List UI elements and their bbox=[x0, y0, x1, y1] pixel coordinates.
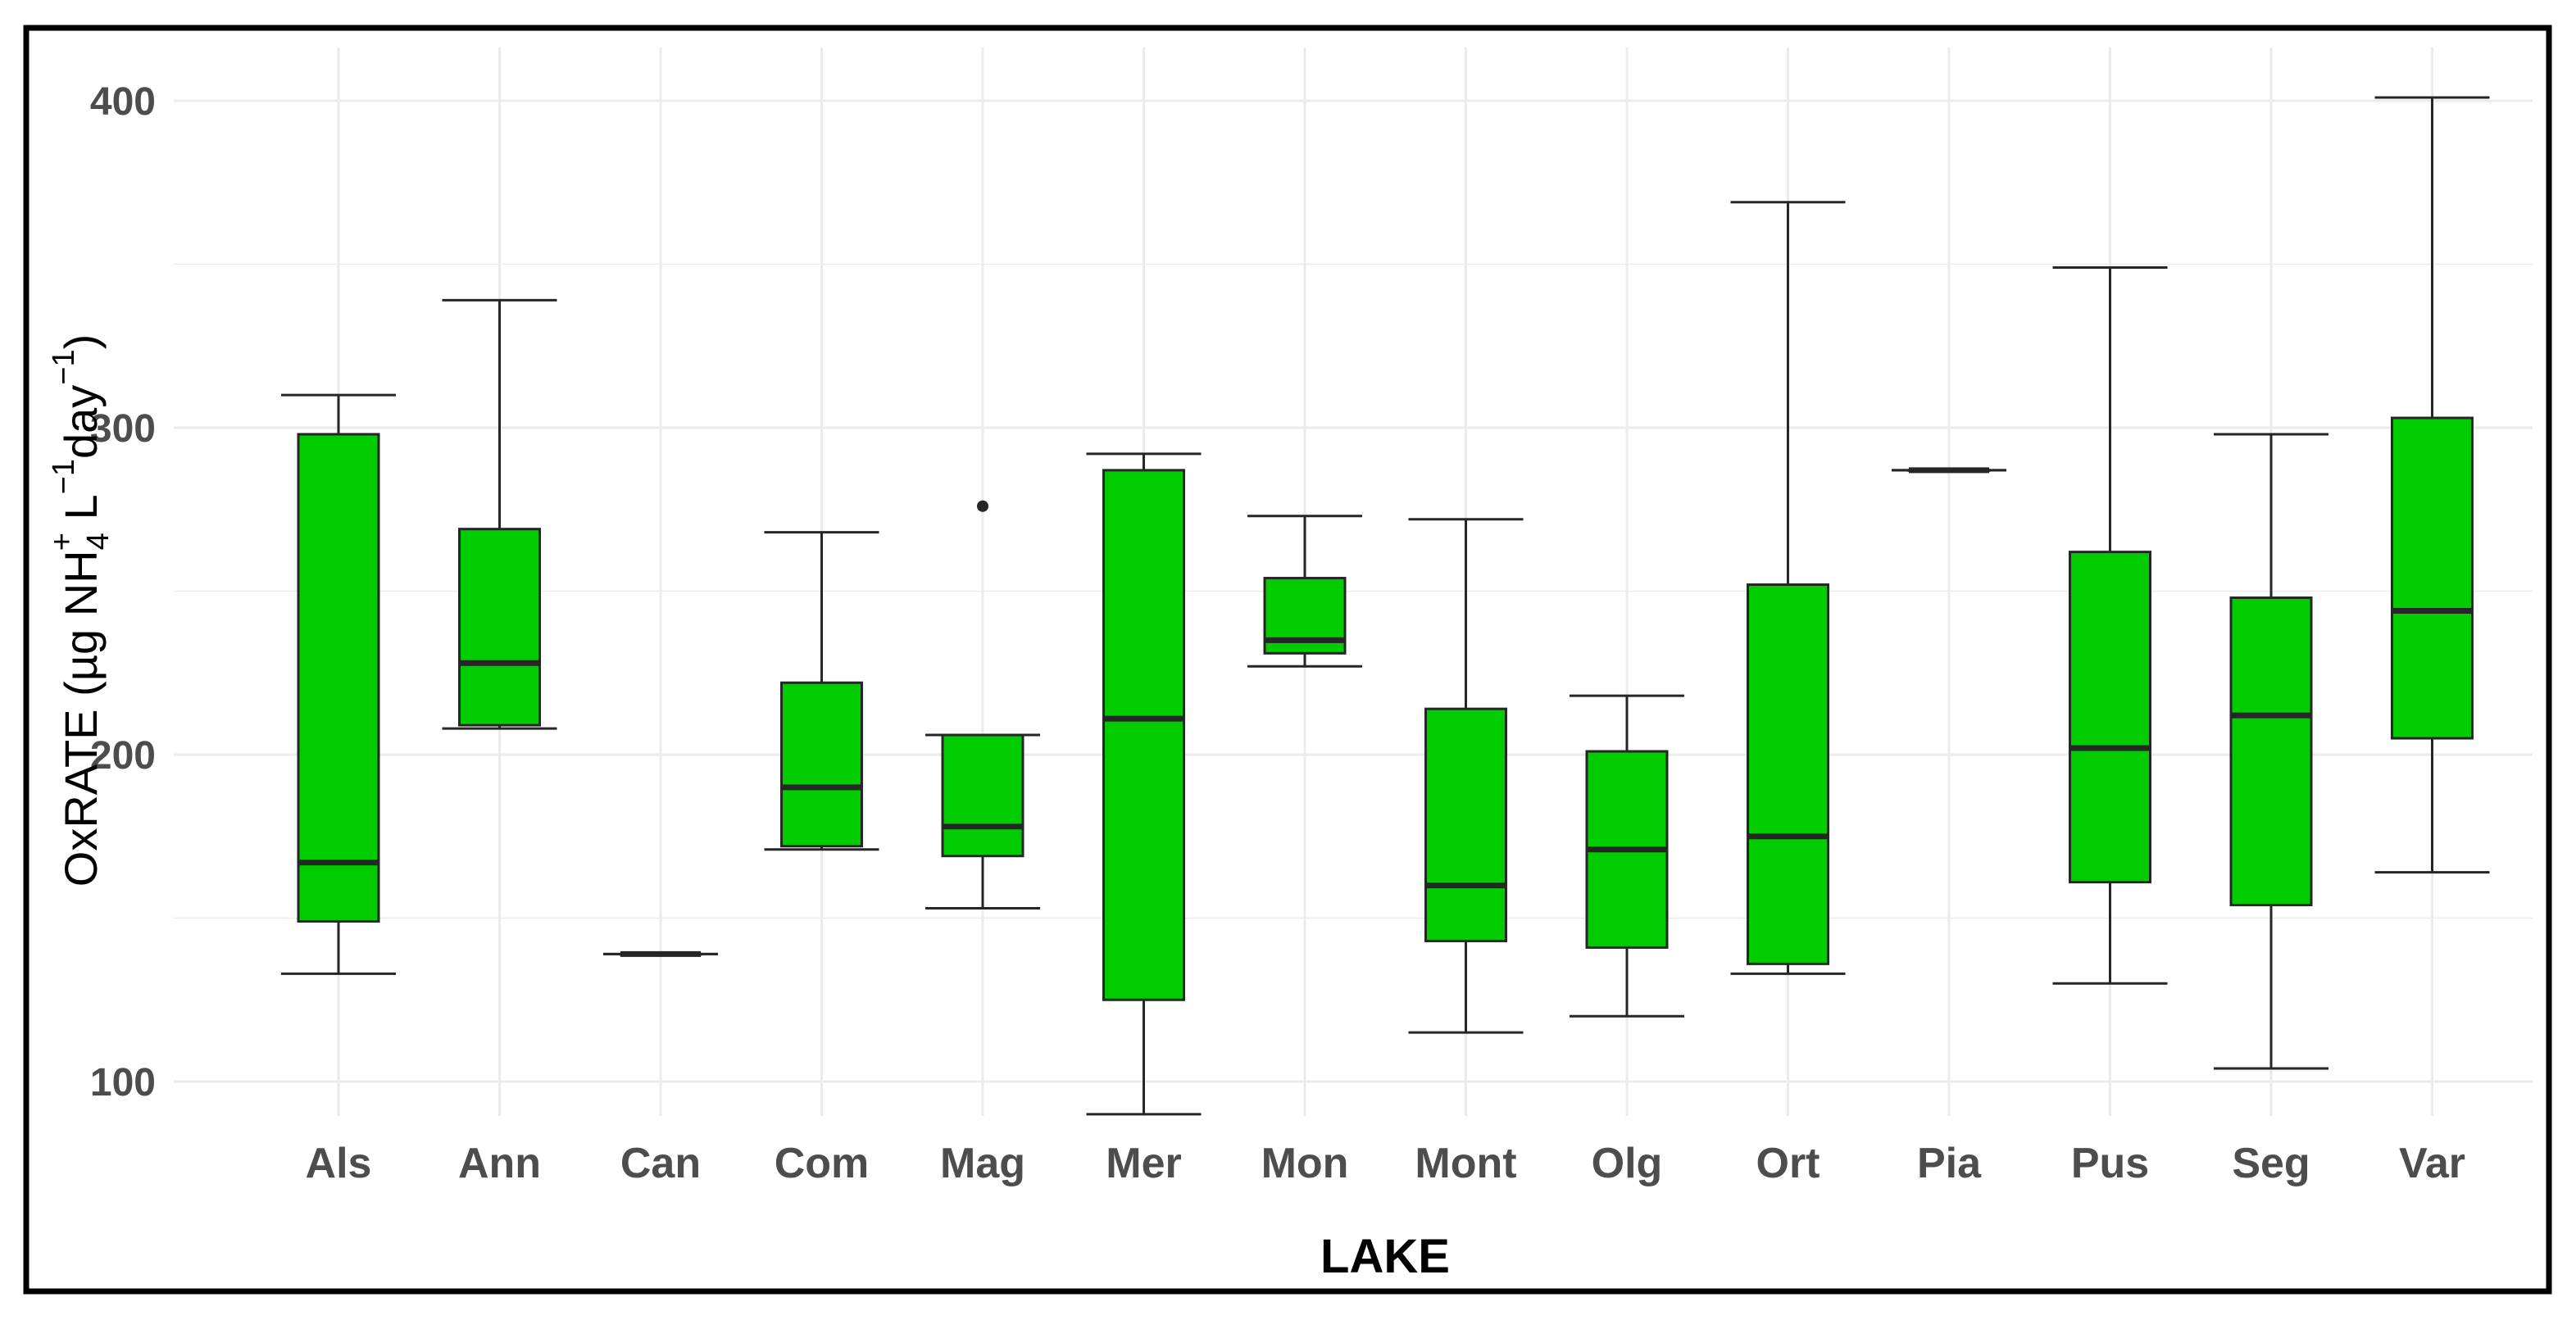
y-axis-title-subscript: 4 bbox=[81, 533, 116, 550]
y-axis-title-unit-l: L bbox=[55, 494, 107, 533]
x-tick-label: Pia bbox=[1917, 1140, 1982, 1187]
box-pus bbox=[2052, 265, 2168, 985]
outlier-point bbox=[977, 500, 988, 512]
y-axis-title-unit-day: day bbox=[55, 385, 107, 459]
box-mont bbox=[1408, 518, 1524, 1034]
x-tick-label: Mer bbox=[1106, 1140, 1181, 1187]
x-tick-label: Com bbox=[775, 1140, 870, 1187]
box-pia bbox=[1892, 467, 2006, 474]
x-tick-label: Ann bbox=[458, 1140, 541, 1187]
box-mag bbox=[925, 500, 1040, 910]
box-ann bbox=[442, 298, 557, 730]
x-tick-label: Als bbox=[306, 1140, 372, 1187]
box-ort bbox=[1730, 201, 1846, 975]
box-can bbox=[603, 950, 718, 957]
y-tick-label: 300 bbox=[90, 407, 156, 451]
x-axis-title: LAKE bbox=[1320, 1230, 1450, 1283]
box-body bbox=[780, 681, 863, 848]
y-tick-label: 400 bbox=[90, 80, 156, 124]
x-axis-ticks: Als Ann Can Com Mag Mer Mon Mont Olg Ort Pia Pus Seg… bbox=[306, 1140, 2465, 1187]
y-tick-label: 200 bbox=[90, 734, 156, 778]
y-tick-label: 100 bbox=[90, 1061, 156, 1105]
y-axis-title-prefix: OxRATE (µg NH bbox=[55, 550, 107, 887]
x-tick-label: Can bbox=[620, 1140, 701, 1187]
box-com bbox=[764, 531, 879, 851]
x-tick-label: Var bbox=[2399, 1140, 2465, 1187]
box-body bbox=[941, 733, 1024, 858]
box-body bbox=[1102, 469, 1185, 1001]
box-series bbox=[281, 96, 2490, 1116]
box-body bbox=[2229, 596, 2313, 907]
x-tick-label: Mont bbox=[1415, 1140, 1516, 1187]
y-axis-title: OxRATE (µg NH4+ L−1day−1) bbox=[45, 334, 116, 887]
box-var bbox=[2374, 96, 2490, 874]
box-seg bbox=[2214, 433, 2328, 1070]
box-mer bbox=[1086, 452, 1202, 1116]
x-tick-label: Mon bbox=[1261, 1140, 1349, 1187]
x-tick-label: Pus bbox=[2071, 1140, 2149, 1187]
box-body bbox=[458, 528, 541, 727]
box-olg bbox=[1570, 694, 1684, 1018]
box-body bbox=[2069, 551, 2151, 884]
y-axis-title-superscript-2: −1 bbox=[47, 459, 81, 494]
x-tick-label: Mag bbox=[940, 1140, 1025, 1187]
box-body bbox=[1747, 583, 1829, 965]
chart-frame bbox=[23, 25, 2552, 1295]
y-axis-title-suffix: ) bbox=[55, 334, 107, 350]
box-als bbox=[281, 393, 396, 975]
box-body bbox=[2391, 416, 2474, 740]
y-axis-ticks: 100 200 300 400 bbox=[90, 80, 156, 1105]
y-axis-title-superscript-3: −1 bbox=[47, 349, 81, 384]
box-mon bbox=[1247, 515, 1362, 668]
y-axis-title-superscript: + bbox=[45, 533, 80, 551]
x-tick-label: Seg bbox=[2232, 1140, 2310, 1187]
x-tick-label: Ort bbox=[1756, 1140, 1820, 1187]
x-tick-label: Olg bbox=[1592, 1140, 1663, 1187]
box-body bbox=[1424, 707, 1507, 942]
box-body bbox=[297, 433, 380, 923]
